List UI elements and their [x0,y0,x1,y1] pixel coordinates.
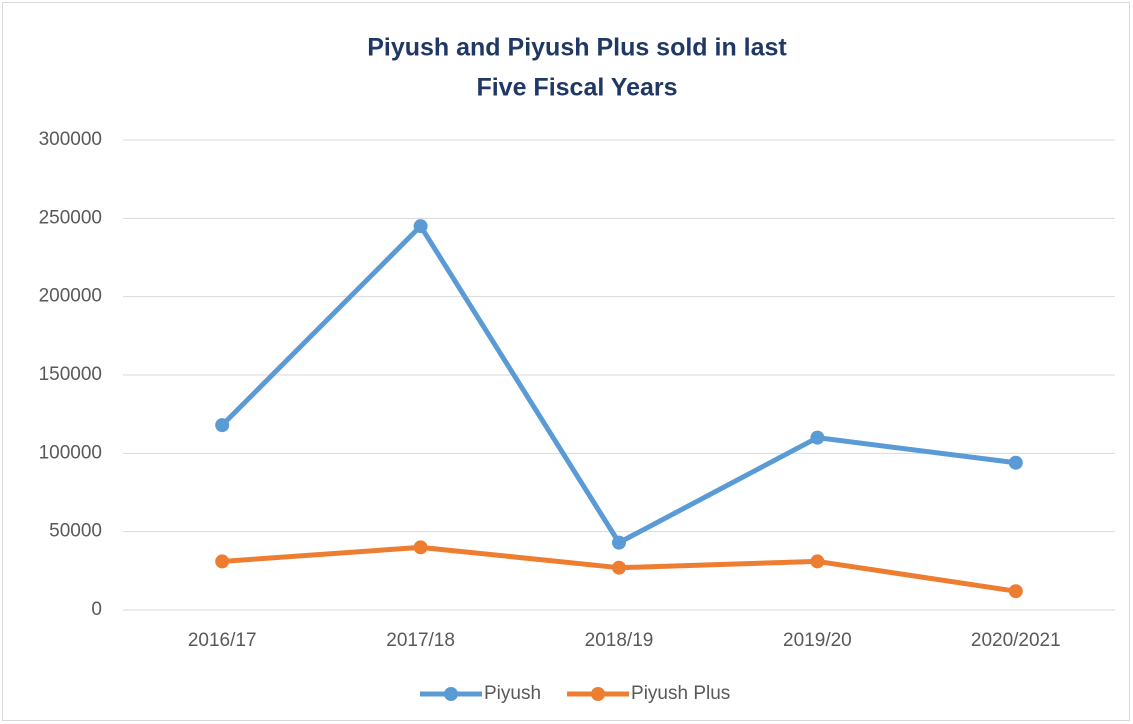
y-tick-label: 100000 [39,442,102,463]
y-tick-label: 300000 [39,129,102,150]
y-tick-label: 0 [91,599,102,620]
data-point [1008,455,1023,470]
data-point [810,554,825,569]
data-point [215,418,230,433]
data-point [810,430,825,445]
data-point [413,540,428,555]
data-point [215,554,230,569]
y-tick-label: 200000 [39,286,102,307]
legend-label: Piyush [484,683,541,704]
legend-marker [591,687,606,701]
data-point [1008,584,1023,599]
y-tick-label: 50000 [49,521,102,542]
x-tick-label: 2016/17 [188,630,257,651]
legend-label: Piyush Plus [631,683,730,704]
x-tick-label: 2019/20 [783,630,852,651]
data-point [413,219,428,234]
chart-title: Piyush and Piyush Plus sold in last [367,34,787,62]
x-tick-label: 2018/19 [585,630,654,651]
data-point [612,560,626,575]
x-tick-label: 2017/18 [386,630,455,651]
y-tick-label: 150000 [39,364,102,385]
legend-marker [444,687,458,701]
y-tick-label: 250000 [39,207,102,228]
chart-title: Five Fiscal Years [476,74,677,102]
data-point [612,535,626,550]
x-tick-label: 2020/2021 [971,630,1061,651]
